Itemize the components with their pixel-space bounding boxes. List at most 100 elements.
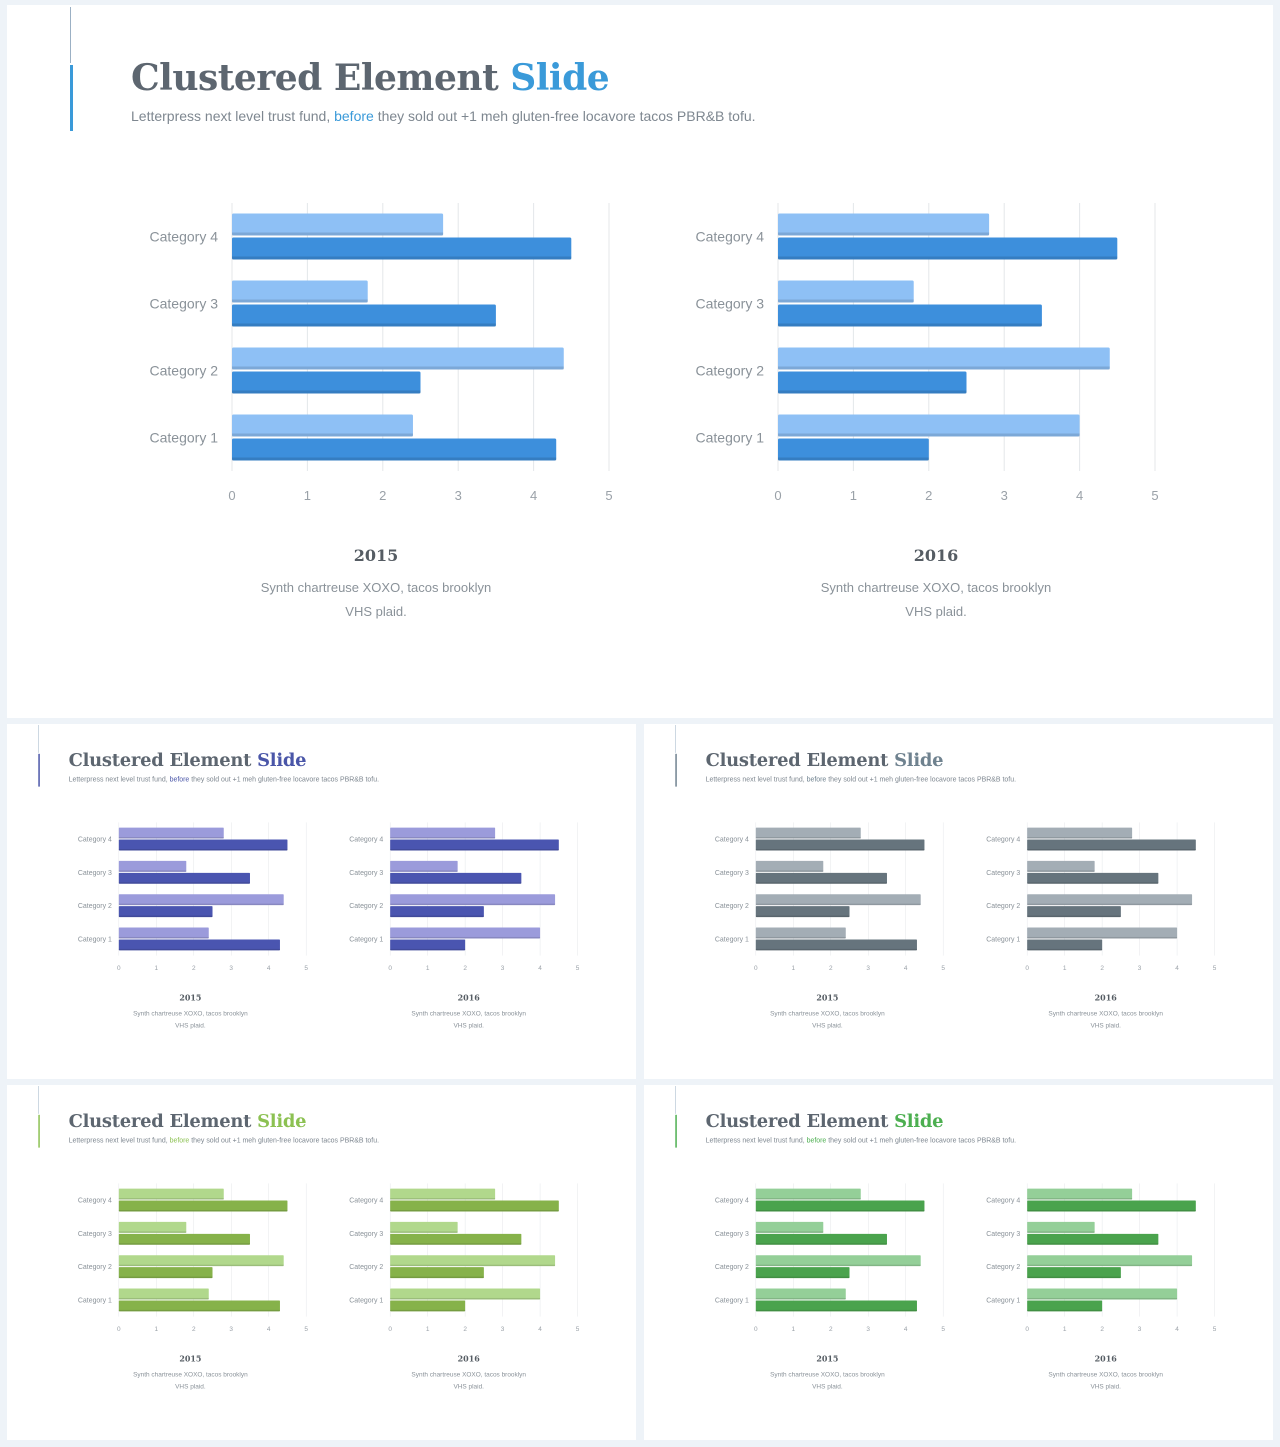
slide-slate: Clustered Element Slide Letterpress next… (644, 724, 1273, 1079)
subtitle-link[interactable]: before (169, 1136, 190, 1145)
x-tick-label: 2 (829, 1326, 833, 1333)
category-label: Category 2 (986, 903, 1020, 910)
bar (778, 304, 1042, 327)
bar-shade (1027, 1297, 1178, 1300)
x-tick-label: 0 (228, 488, 235, 503)
x-tick-label: 0 (388, 1326, 392, 1333)
slide-subtitle: Letterpress next level trust fund, befor… (69, 775, 379, 783)
bar-chart-svg: 0 1 2 3 4 5 Category 1 Category 2 Category 3 Cate… (150, 203, 613, 503)
bar (1027, 1200, 1196, 1212)
category-label: Category 2 (78, 903, 112, 910)
bar-shade (778, 232, 990, 236)
subtitle-link[interactable]: before (806, 775, 827, 784)
x-tick-label: 4 (1175, 1326, 1179, 1333)
bar-chart-2016: 0 1 2 3 4 5 Category 1 Category 2 Category 3 Cate… (970, 818, 1219, 977)
x-tick-label: 3 (1138, 1326, 1142, 1333)
category-label: Category 3 (150, 296, 219, 312)
caption-year-2015: 2015 (179, 992, 202, 1003)
bar-shade (755, 915, 850, 918)
category-label: Category 2 (715, 903, 749, 910)
bar-shade (232, 366, 564, 370)
bar-shade (1027, 1231, 1095, 1233)
bar-chart-2016: 0 1 2 3 4 5 Category 1 Category 2 Category 3 Cate… (663, 195, 1163, 515)
title-accent: Slide (894, 1110, 944, 1132)
category-label: Category 3 (78, 870, 112, 877)
x-tick-label: 4 (904, 965, 908, 972)
caption-text-2015: Synth chartreuse XOXO, tacos brooklyn VH… (260, 580, 492, 619)
bar (1027, 1188, 1133, 1200)
caption-text-2015: Synth chartreuse XOXO, tacos brooklyn VH… (133, 1370, 248, 1391)
bar (755, 860, 824, 872)
bar-shade (232, 323, 496, 327)
bar-chart-2015: 0 1 2 3 4 5 Category 1 Category 2 Category 3 Cate… (62, 818, 311, 977)
bar (755, 1188, 861, 1200)
slide-content: Clustered Element Slide Letterpress next… (7, 724, 636, 1078)
bar-shade (755, 1198, 861, 1200)
bar (118, 1288, 209, 1300)
slide-title: Clustered Element Slide (131, 57, 610, 99)
x-tick-label: 0 (388, 965, 392, 972)
bar (755, 1288, 846, 1300)
slide-content: Clustered Element Slide Letterpress next… (644, 1085, 1273, 1439)
x-tick-label: 4 (904, 1326, 908, 1333)
x-tick-label: 1 (426, 1326, 430, 1333)
x-tick-label: 0 (754, 1326, 758, 1333)
bar-shade (118, 848, 288, 851)
category-label: Category 3 (349, 1231, 383, 1238)
caption-year-2016: 2016 (913, 546, 959, 565)
category-label: Category 4 (78, 1198, 112, 1205)
subtitle-link[interactable]: before (806, 1136, 827, 1145)
title-main: Clustered Element (68, 1110, 252, 1132)
bar (755, 939, 917, 951)
title-accent: Slide (510, 57, 610, 99)
category-label: Category 1 (986, 936, 1020, 943)
bar-shade (755, 1243, 887, 1245)
bar (118, 1221, 187, 1233)
subtitle-link[interactable]: before (334, 108, 374, 124)
bar (778, 371, 967, 394)
bar-shade (755, 1309, 917, 1312)
bar-shade (778, 433, 1080, 437)
bar-shade (232, 390, 421, 394)
caption-text-2016: Synth chartreuse XOXO, tacos brooklyn VH… (820, 580, 1052, 619)
bar-chart-svg: 0 1 2 3 4 5 Category 1 Category 2 Category 3 Cate… (986, 1183, 1217, 1333)
x-tick-label: 5 (1151, 488, 1158, 503)
x-tick-label: 5 (941, 965, 945, 972)
subtitle-text-end: they sold out +1 meh gluten-free locavor… (826, 1136, 1017, 1145)
category-label: Category 4 (349, 1198, 383, 1205)
bar-shade (118, 1276, 213, 1279)
bar-chart-svg: 0 1 2 3 4 5 Category 1 Category 2 Category 3 Cate… (78, 1183, 308, 1333)
x-tick-label: 1 (304, 488, 311, 503)
bar-shade (1027, 1264, 1193, 1267)
bar-shade (390, 915, 484, 918)
bar-shade (1027, 1198, 1133, 1200)
slide-title: Clustered Element Slide (69, 750, 307, 771)
title-thin-line (70, 7, 71, 63)
bar (118, 1233, 250, 1245)
bar (778, 280, 914, 303)
bar (1027, 860, 1095, 872)
subtitle-text-end: they sold out +1 meh gluten-free locavor… (826, 775, 1017, 784)
x-tick-label: 5 (1213, 965, 1217, 972)
title-accent: Slide (894, 749, 944, 771)
bar-shade (755, 936, 846, 939)
subtitle-link[interactable]: before (169, 775, 190, 784)
bar-shade (118, 936, 209, 939)
title-accent-bar (38, 1114, 40, 1148)
slide-subtitle: Letterpress next level trust fund, befor… (706, 1136, 1016, 1144)
category-label: Category 4 (150, 229, 219, 245)
bar-shade (1027, 936, 1178, 939)
bar-shade (118, 1209, 288, 1212)
subtitle-text-end: they sold out +1 meh gluten-free locavor… (189, 1136, 380, 1145)
x-tick-label: 2 (925, 488, 932, 503)
category-label: Category 4 (986, 837, 1020, 844)
bar-chart-2016: 0 1 2 3 4 5 Category 1 Category 2 Category 3 Cate… (333, 1179, 581, 1338)
bar (390, 894, 556, 906)
x-tick-label: 5 (304, 1326, 308, 1333)
bar (232, 237, 572, 260)
subtitle-text-end: they sold out +1 meh gluten-free locavor… (189, 775, 380, 784)
bar-shade (755, 903, 921, 906)
x-tick-label: 5 (1213, 1326, 1217, 1333)
bar (778, 347, 1110, 370)
category-label: Category 1 (150, 430, 219, 446)
